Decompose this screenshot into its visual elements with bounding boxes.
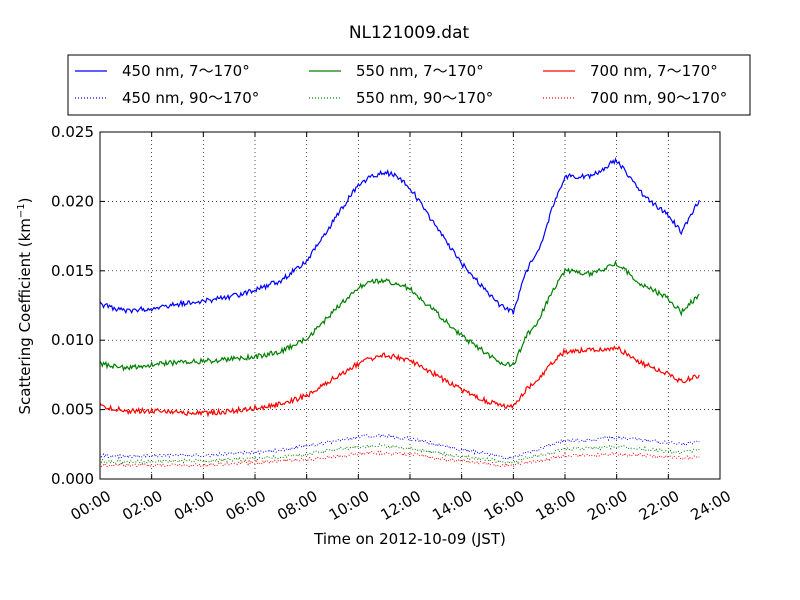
x-tick-label: 14:00 bbox=[429, 487, 475, 524]
chart-title: NL121009.dat bbox=[349, 23, 470, 43]
legend: 450 nm, 7～170° 450 nm, 90～170° 550 nm, 7～1… bbox=[67, 54, 751, 116]
x-tick-label: 02:00 bbox=[119, 487, 165, 524]
x-tick-label: 18:00 bbox=[533, 487, 579, 524]
legend-label-1: 450 nm, 90～170° bbox=[122, 89, 259, 107]
legend-label-0: 450 nm, 7～170° bbox=[122, 62, 250, 80]
x-tick-label: 00:00 bbox=[68, 487, 114, 524]
series-layer bbox=[99, 157, 700, 468]
legend-entries: 450 nm, 7～170° 450 nm, 90～170° 550 nm, 7～1… bbox=[75, 62, 727, 107]
x-tick-label: 08:00 bbox=[274, 487, 320, 524]
x-tick-label: 22:00 bbox=[636, 487, 682, 524]
legend-label-5: 700 nm, 90～170° bbox=[590, 89, 727, 107]
x-axis-label: Time on 2012-10-09 (JST) bbox=[313, 530, 506, 548]
series-line-1 bbox=[99, 433, 700, 461]
y-tick-label: 0.015 bbox=[51, 262, 94, 280]
legend-label-4: 700 nm, 7～170° bbox=[590, 62, 718, 80]
x-tick-label: 20:00 bbox=[584, 487, 630, 524]
y-axis-label: Scattering Coefficient (km−1) bbox=[16, 197, 34, 414]
x-tick-label: 16:00 bbox=[481, 487, 527, 524]
y-axis-label-main: Scattering Coefficient (km bbox=[16, 218, 34, 414]
grid-layer bbox=[100, 132, 720, 479]
legend-box bbox=[67, 54, 751, 116]
series-line-0 bbox=[99, 157, 700, 315]
series-line-2 bbox=[99, 259, 700, 372]
y-axis-label-superscript: −1 bbox=[16, 203, 27, 218]
series-line-5 bbox=[99, 450, 700, 468]
y-tick-label: 0.020 bbox=[51, 192, 94, 210]
x-tick-label: 10:00 bbox=[326, 487, 372, 524]
legend-label-2: 550 nm, 7～170° bbox=[356, 62, 484, 80]
y-tick-label: 0.010 bbox=[51, 331, 94, 349]
x-tick-label: 06:00 bbox=[223, 487, 269, 524]
y-axis-label-close: ) bbox=[16, 197, 34, 203]
x-tick-label: 12:00 bbox=[378, 487, 424, 524]
y-tick-label: 0.005 bbox=[51, 401, 94, 419]
y-tick-label: 0.000 bbox=[51, 470, 94, 488]
series-line-4 bbox=[99, 345, 700, 418]
x-tick-label: 04:00 bbox=[171, 487, 217, 524]
legend-label-3: 550 nm, 90～170° bbox=[356, 89, 493, 107]
x-tick-label: 24:00 bbox=[688, 487, 734, 524]
ticks-layer: 00:00 02:00 04:00 06:00 08:00 10:00 12:00 14:00… bbox=[51, 123, 734, 524]
y-tick-label: 0.025 bbox=[51, 123, 94, 141]
series-line-3 bbox=[99, 442, 700, 465]
